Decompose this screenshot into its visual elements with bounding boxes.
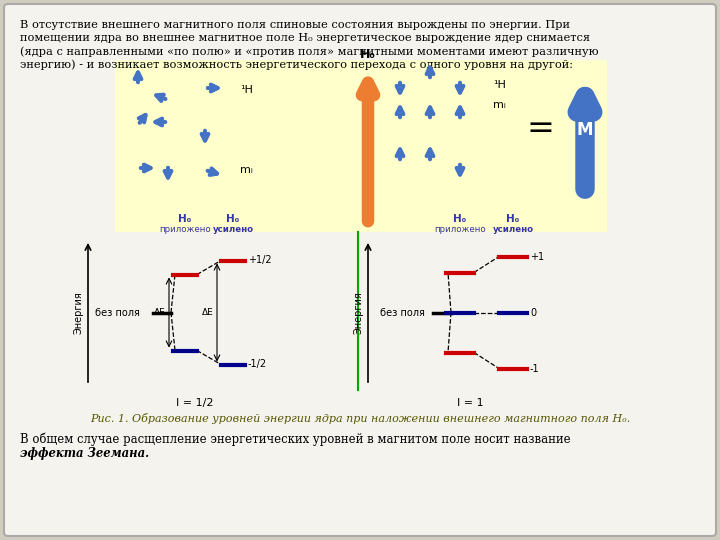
Text: без поля: без поля — [380, 307, 425, 318]
Text: В общем случае расщепление энергетических уровней в магнитом поле носит название: В общем случае расщепление энергетически… — [20, 433, 571, 447]
Text: I = 1: I = 1 — [456, 398, 483, 408]
Text: mᵢ: mᵢ — [493, 100, 506, 110]
Text: H₀: H₀ — [360, 48, 376, 61]
Text: Энергия: Энергия — [354, 291, 364, 334]
Text: 0: 0 — [530, 307, 536, 318]
Text: -1/2: -1/2 — [248, 360, 267, 369]
Text: mᵢ: mᵢ — [240, 165, 253, 175]
Text: ¹H: ¹H — [240, 85, 253, 95]
Text: усилено: усилено — [492, 225, 534, 234]
Text: усилено: усилено — [212, 225, 253, 234]
Text: +1/2: +1/2 — [248, 255, 271, 266]
Text: -1: -1 — [530, 363, 539, 374]
Text: H₀: H₀ — [506, 214, 520, 224]
Text: приложено: приложено — [159, 225, 211, 234]
Text: =: = — [526, 111, 554, 145]
Text: H₀: H₀ — [226, 214, 240, 224]
Text: M: M — [577, 121, 593, 139]
Text: ΔE: ΔE — [154, 308, 166, 317]
Text: Рис. 1. Образование уровней энергии ядра при наложении внешнего магнитного поля : Рис. 1. Образование уровней энергии ядра… — [90, 413, 630, 423]
Text: помещении ядра во внешнее магнитное поле Н₀ энергетическое вырождение ядер снима: помещении ядра во внешнее магнитное поле… — [20, 33, 590, 43]
Text: I = 1/2: I = 1/2 — [176, 398, 214, 408]
Text: +1: +1 — [530, 252, 544, 261]
Text: Энергия: Энергия — [74, 291, 84, 334]
Text: эффекта Зеемана.: эффекта Зеемана. — [20, 447, 149, 460]
Text: ΔE: ΔE — [202, 308, 214, 317]
FancyBboxPatch shape — [115, 60, 607, 232]
Text: энергию) - и возникает возможность энергетического перехода с одного уровня на д: энергию) - и возникает возможность энерг… — [20, 59, 573, 70]
Text: без поля: без поля — [95, 307, 140, 318]
FancyBboxPatch shape — [4, 4, 716, 536]
Text: приложено: приложено — [434, 225, 486, 234]
Text: В отсутствие внешнего магнитного поля спиновые состояния вырождены по энергии. П: В отсутствие внешнего магнитного поля сп… — [20, 20, 570, 30]
Text: (ядра с направленными «по полю» и «против поля» магнитными моментами имеют разли: (ядра с направленными «по полю» и «проти… — [20, 46, 598, 57]
Text: ¹H: ¹H — [493, 80, 506, 90]
Text: H₀: H₀ — [179, 214, 192, 224]
Text: H₀: H₀ — [454, 214, 467, 224]
